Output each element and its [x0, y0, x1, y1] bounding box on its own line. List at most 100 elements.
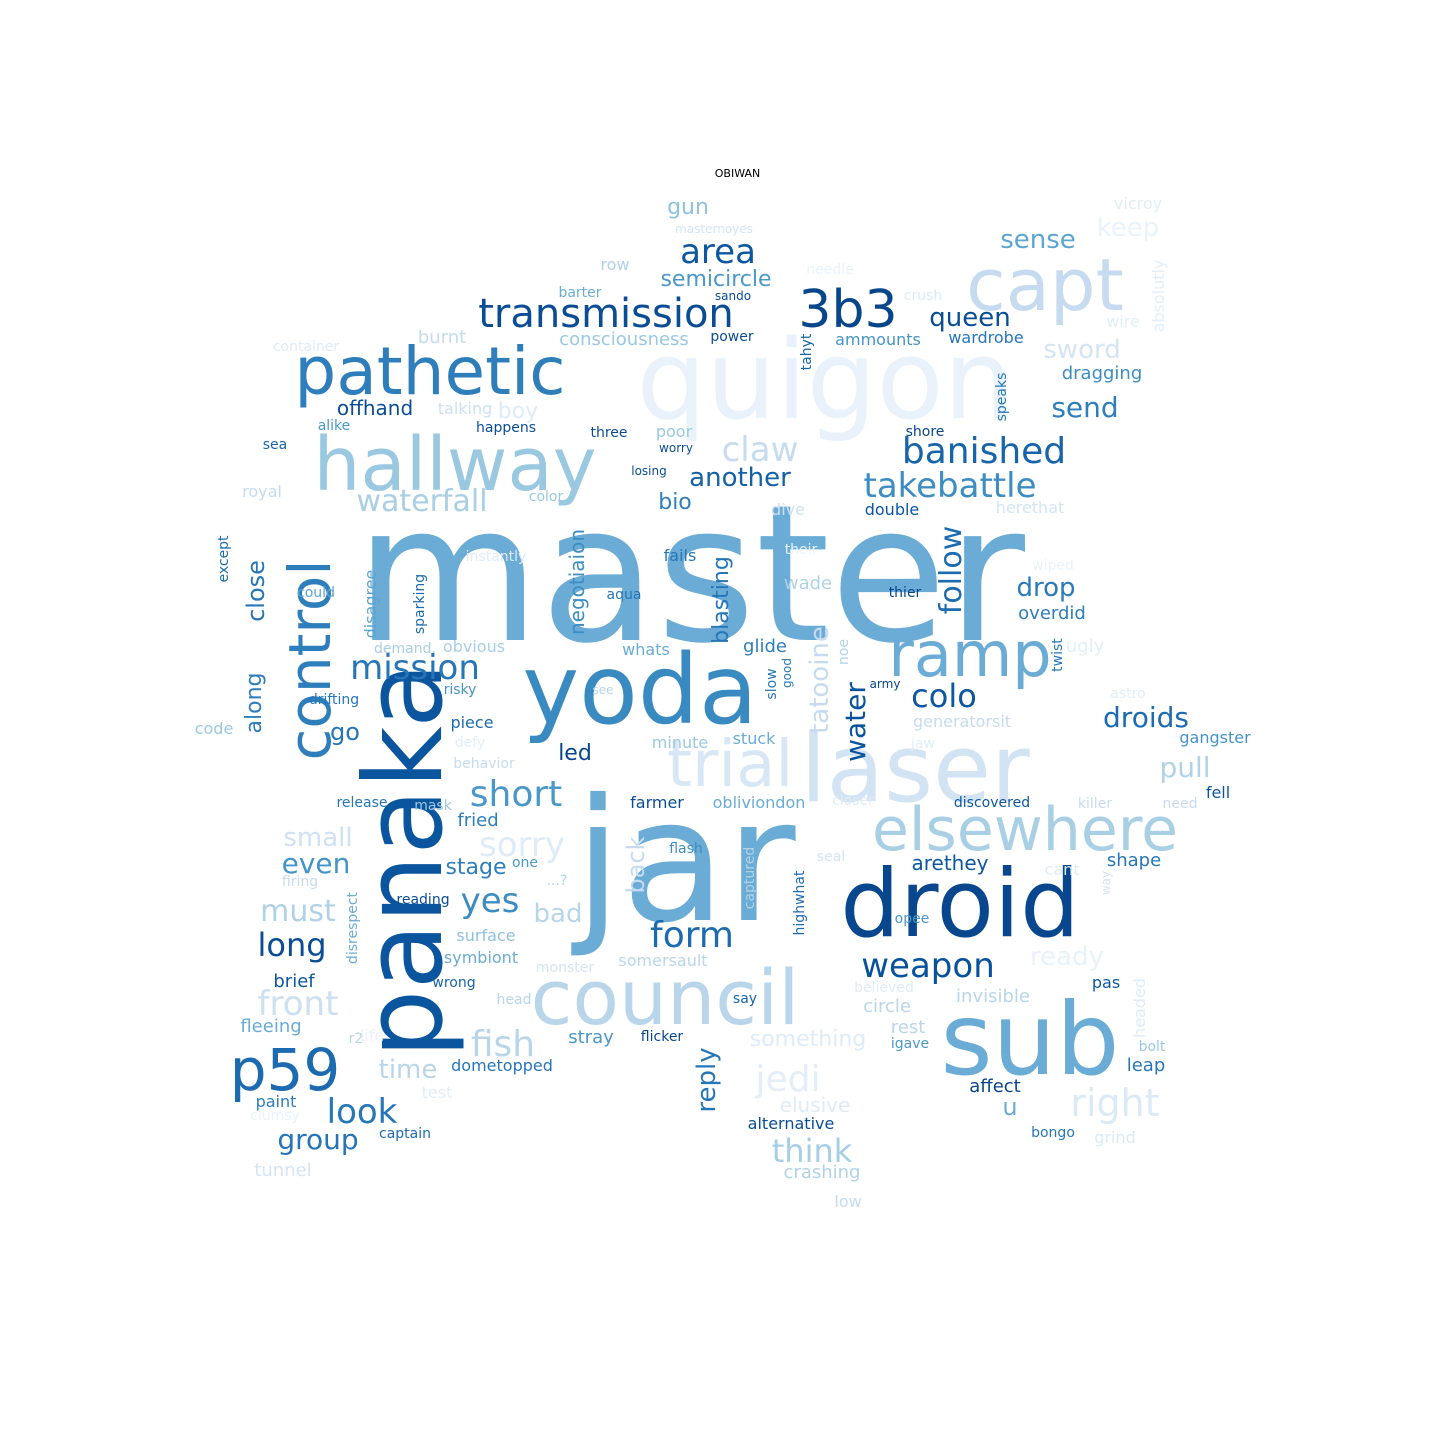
word-arethey: arethey — [911, 851, 989, 875]
word-wiped: wiped — [1032, 558, 1074, 574]
word-flicker: flicker — [640, 1029, 684, 1045]
word-igave: igave — [890, 1036, 930, 1052]
word-right: right — [1070, 1081, 1160, 1125]
word-release: release — [336, 795, 388, 811]
word-weapon: weapon — [861, 946, 995, 986]
word-obvious: obvious — [442, 637, 506, 656]
word-farmer: farmer — [630, 793, 684, 812]
word-behavior: behavior — [453, 756, 515, 772]
word-: ...? — [546, 873, 568, 889]
word-could: could — [297, 585, 335, 601]
word-keep: keep — [1096, 213, 1160, 243]
word-mask: mask — [414, 798, 452, 814]
word-burnt: burnt — [417, 327, 467, 348]
word-headed: headed — [1130, 978, 1149, 1038]
word-poor: poor — [655, 422, 693, 441]
word-rest: rest — [890, 1017, 926, 1038]
word-head: head — [496, 992, 532, 1008]
word-3b3: 3b3 — [798, 280, 898, 340]
word-offhand: offhand — [336, 396, 414, 420]
word-talking: talking — [437, 399, 493, 418]
word-go: go — [330, 718, 360, 746]
word-water: water — [839, 682, 872, 762]
word-quigon: quigon — [636, 316, 1014, 444]
word-killer: killer — [1077, 796, 1113, 812]
word-captain: captain — [379, 1126, 431, 1142]
word-glide: glide — [743, 636, 787, 657]
word-alike: alike — [317, 418, 351, 434]
word-row: row — [600, 255, 630, 274]
word-sea: sea — [262, 437, 288, 453]
word-invisible: invisible — [956, 986, 1030, 1007]
word-container: container — [272, 339, 340, 355]
word-ready: ready — [1030, 942, 1104, 972]
word-ramp: ramp — [888, 618, 1052, 691]
word-jedi: jedi — [755, 1059, 821, 1100]
word-long: long — [257, 926, 327, 964]
word-firing: firing — [281, 874, 319, 890]
word-banished: banished — [901, 431, 1067, 472]
word-bad: bad — [533, 899, 583, 929]
word-monster: monster — [535, 960, 595, 976]
word-area: area — [680, 232, 756, 272]
word-dometopped: dometopped — [451, 1056, 553, 1075]
word-semicircle: semicircle — [660, 267, 772, 292]
word-speaks: speaks — [994, 372, 1010, 422]
word-leap: leap — [1126, 1055, 1166, 1076]
word-overdid: overdid — [1018, 603, 1086, 624]
word-r2: r2 — [348, 1031, 364, 1047]
word-boy: boy — [497, 399, 539, 424]
word-mission: mission — [350, 648, 480, 688]
word-reading: reading — [396, 892, 450, 908]
word-highwhat: highwhat — [792, 870, 808, 936]
word-minute: minute — [651, 733, 709, 752]
word-crush: crush — [903, 288, 943, 304]
word-needle: needle — [806, 262, 854, 278]
word-herethat: herethat — [995, 498, 1065, 517]
word-code: code — [194, 719, 234, 738]
word-defy: defy — [454, 735, 486, 751]
word-instantly: instantly — [465, 549, 527, 565]
word-sub: sub — [940, 981, 1120, 1098]
word-bongo: bongo — [1031, 1125, 1075, 1141]
word-trial: trial — [666, 728, 794, 802]
word-colo: colo — [911, 677, 977, 715]
word-thier: thier — [888, 585, 922, 601]
word-their: their — [784, 542, 818, 558]
word-somersault: somersault — [618, 951, 708, 970]
word-tatooine: tatooine — [805, 626, 835, 734]
word-happens: happens — [475, 420, 537, 436]
word-along: along — [242, 672, 267, 734]
word-think: think — [771, 1132, 853, 1170]
word-losing: losing — [631, 464, 667, 478]
word-bolt: bolt — [1138, 1039, 1166, 1055]
word-demand: demand. — [374, 641, 436, 657]
word-three: three — [590, 425, 628, 441]
word-double: double — [864, 500, 920, 519]
word-cant: cant — [1044, 860, 1080, 879]
word-elsewhere: elsewhere — [871, 795, 1179, 865]
word-grind: grind — [1094, 1128, 1136, 1147]
word-absolutly: absolutly — [1149, 259, 1168, 333]
chart-title: OBIWAN — [714, 167, 761, 180]
word-wire: wire — [1106, 312, 1140, 331]
word-blasting: blasting — [709, 556, 734, 644]
word-follow: follow — [934, 525, 969, 615]
word-generatorsit: generatorsit — [912, 712, 1012, 731]
word-send: send — [1051, 391, 1119, 424]
word-look: look — [326, 1092, 398, 1132]
word-affect: affect — [969, 1076, 1021, 1097]
word-symbiont: symbiont — [443, 948, 519, 967]
word-way: way — [1099, 870, 1113, 896]
word-form: form — [650, 915, 734, 956]
word-council: council — [530, 953, 800, 1042]
word-claw: claw — [721, 430, 799, 470]
word-waterfall: waterfall — [356, 484, 488, 519]
word-sando: sando — [714, 289, 752, 303]
word-drifting: drifting — [308, 692, 360, 708]
word-alternative: alternative — [747, 1114, 835, 1133]
word-barter: barter — [558, 285, 602, 301]
word-hallway: hallway — [313, 422, 597, 508]
word-front: front — [257, 984, 339, 1024]
